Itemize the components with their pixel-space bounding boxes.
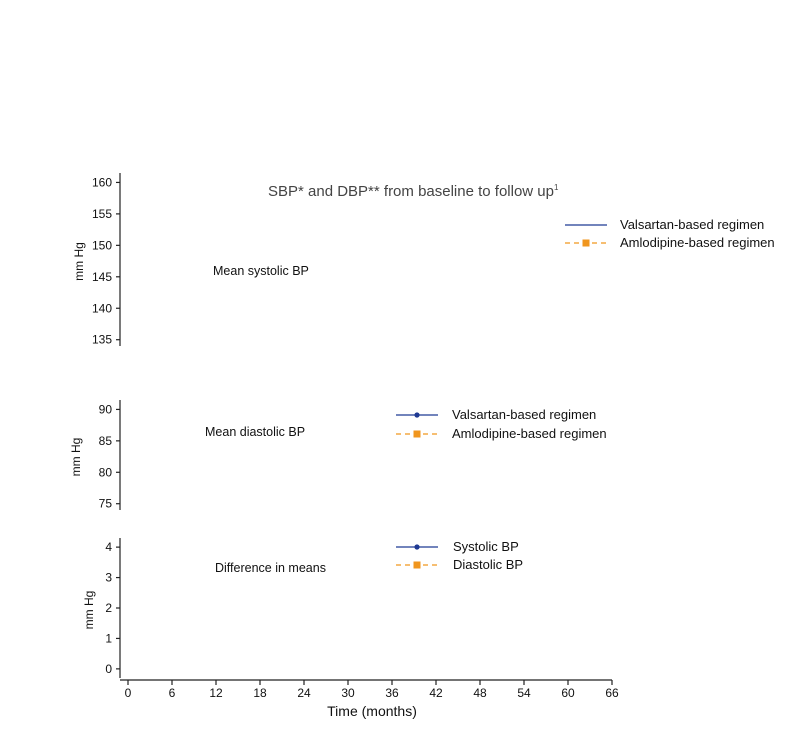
- x-tick-label: 54: [517, 686, 531, 700]
- panel-2: 75 80 85 90 mm Hg Mean diastolic BP Valsartan-…: [69, 400, 607, 511]
- x-tick-label: 48: [473, 686, 487, 700]
- x-tick-label: 66: [605, 686, 619, 700]
- y-tick-label: 90: [99, 402, 113, 416]
- chart-title: SBP* and DBP** from baseline to follow u…: [268, 183, 559, 200]
- y-tick-label: 135: [92, 333, 112, 347]
- x-tick-label: 60: [561, 686, 575, 700]
- legend-entry: Diastolic BP: [453, 557, 523, 572]
- x-tick-label: 0: [125, 686, 132, 700]
- y-axis-label: mm Hg: [69, 438, 83, 477]
- x-tick-label: 24: [297, 686, 311, 700]
- legend-marker-circle: [414, 412, 420, 418]
- panel-3: 0 1 2 3 4 mm Hg Difference in means Systolic BP…: [82, 538, 523, 678]
- y-axis-label: mm Hg: [72, 242, 86, 281]
- x-tick-label: 30: [341, 686, 355, 700]
- x-tick-label: 36: [385, 686, 399, 700]
- legend-entry: Systolic BP: [453, 539, 519, 554]
- legend: Systolic BP Diastolic BP: [396, 539, 523, 572]
- panel-label: Mean systolic BP: [213, 264, 309, 278]
- y-tick-label: 145: [92, 270, 112, 284]
- chart-title-main: SBP* and DBP** from baseline to follow u…: [268, 183, 554, 200]
- y-tick-label: 75: [99, 497, 113, 511]
- legend-entry: Valsartan-based regimen: [620, 217, 764, 232]
- y-tick-label: 3: [105, 571, 112, 585]
- legend: Valsartan-based regimen Amlodipine-based …: [396, 407, 607, 441]
- y-tick-label: 150: [92, 238, 112, 252]
- y-tick-label: 140: [92, 301, 112, 315]
- legend-marker-circle: [414, 544, 420, 550]
- x-axis: 0 6 12 18 24 30 36 42 48 54 60 66: [120, 679, 619, 700]
- legend-marker-square: [413, 561, 421, 569]
- y-tick-label: 2: [105, 601, 112, 615]
- legend-entry: Amlodipine-based regimen: [620, 235, 775, 250]
- panel-1: 135 140 145 150 155 160 mm Hg Mean systolic BP V…: [72, 173, 775, 347]
- y-tick-label: 155: [92, 207, 112, 221]
- y-tick-label: 85: [99, 434, 113, 448]
- legend-marker-square: [413, 430, 421, 438]
- x-axis-label: Time (months): [327, 703, 417, 719]
- x-tick-label: 42: [429, 686, 443, 700]
- y-tick-label: 160: [92, 175, 112, 189]
- legend-entry: Valsartan-based regimen: [452, 407, 596, 422]
- panel-label: Mean diastolic BP: [205, 425, 305, 439]
- chart-title-superscript: 1: [554, 183, 559, 192]
- legend: Valsartan-based regimen Amlodipine-based …: [565, 217, 775, 250]
- y-tick-label: 4: [105, 540, 112, 554]
- y-tick-label: 1: [105, 631, 112, 645]
- x-tick-label: 12: [209, 686, 223, 700]
- legend-marker-square: [582, 239, 590, 247]
- x-tick-label: 6: [169, 686, 176, 700]
- panel-label: Difference in means: [215, 561, 326, 575]
- x-tick-label: 18: [253, 686, 267, 700]
- y-tick-label: 80: [99, 465, 113, 479]
- y-axis-label: mm Hg: [82, 591, 96, 630]
- legend-entry: Amlodipine-based regimen: [452, 426, 607, 441]
- y-tick-label: 0: [105, 662, 112, 676]
